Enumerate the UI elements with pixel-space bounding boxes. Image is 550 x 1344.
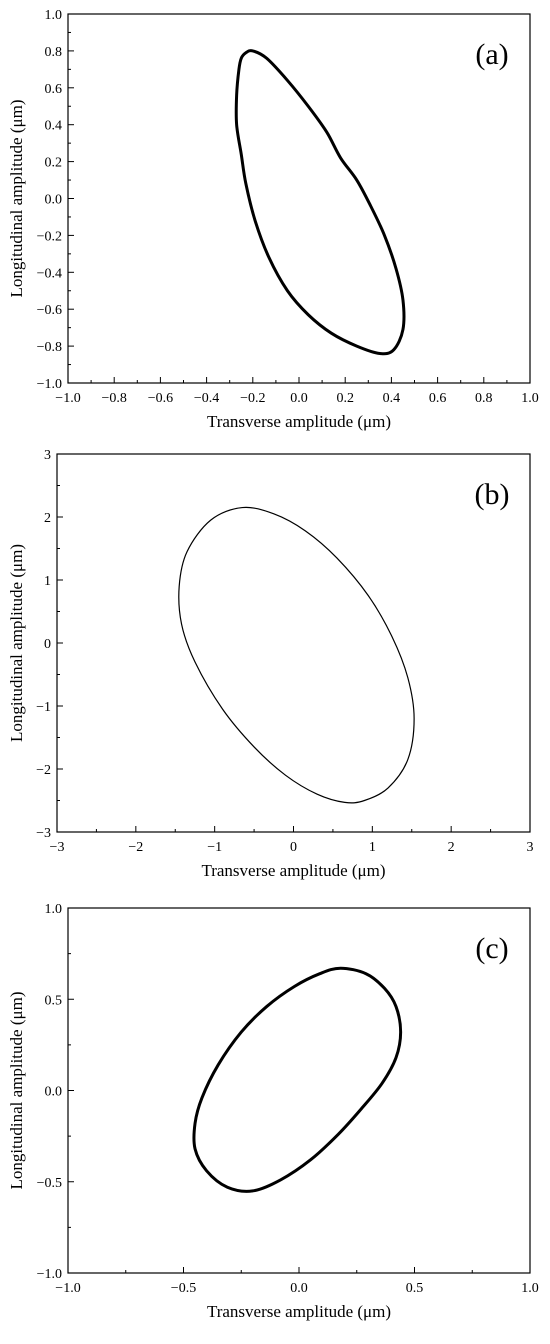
x-tick-label: 0.6 <box>429 391 447 406</box>
y-tick-label: 0.4 <box>45 119 63 134</box>
y-tick-label: 0.2 <box>45 156 63 171</box>
panel-label: (c) <box>475 932 508 965</box>
x-tick-label: 0.5 <box>406 1281 424 1296</box>
chart-panel-a: −1.0 −0.8 −0.6 −0.4 −0.2 0.0 0.2 0.4 0.6 0.8 1.0 −1… <box>0 0 550 440</box>
x-tick-label: −2 <box>128 840 143 855</box>
chart-panel-c: −1.0 −0.5 0.0 0.5 1.0 −1.0 −0.5 0.0 0.5 1.0 Transv… <box>0 898 550 1339</box>
x-tick-label: 0 <box>290 840 297 855</box>
y-tick-label: −1.0 <box>37 377 62 392</box>
x-axis-label: Transverse amplitude (μm) <box>207 412 391 431</box>
y-tick-label: −0.4 <box>37 266 62 281</box>
x-tick-label: 0.8 <box>475 391 493 406</box>
y-tick-label: −3 <box>36 826 51 841</box>
y-tick-label: −0.6 <box>37 303 62 318</box>
y-tick-label: 1.0 <box>45 902 63 917</box>
y-tick-label: 0.0 <box>45 1085 63 1100</box>
y-tick-label: 0.6 <box>45 82 63 97</box>
x-tick-label: −3 <box>50 840 65 855</box>
y-tick-label: −0.8 <box>37 340 62 355</box>
x-tick-label: −1.0 <box>55 391 80 406</box>
y-axis-label: Longitudinal amplitude (μm) <box>7 544 26 742</box>
panel-label: (a) <box>475 38 508 71</box>
y-tick-label: 2 <box>44 511 51 526</box>
orbit-curve <box>178 506 415 804</box>
y-tick-label: 0 <box>44 637 51 652</box>
chart-svg: −1.0 −0.8 −0.6 −0.4 −0.2 0.0 0.2 0.4 0.6 0.8 1.0 −1… <box>7 8 539 431</box>
y-axis-label: Longitudinal amplitude (μm) <box>7 100 26 298</box>
x-tick-label: 1.0 <box>521 1281 539 1296</box>
y-tick-label: −0.2 <box>37 229 62 244</box>
y-tick-label: 0.5 <box>45 993 63 1008</box>
y-tick-label: −1.0 <box>37 1267 62 1282</box>
y-tick-label: 1 <box>44 574 51 589</box>
x-tick-label: 3 <box>527 840 534 855</box>
x-tick-label: 1.0 <box>521 391 539 406</box>
y-axis-label: Longitudinal amplitude (μm) <box>7 992 26 1190</box>
x-tick-label: −0.8 <box>101 391 126 406</box>
chart-svg: −1.0 −0.5 0.0 0.5 1.0 −1.0 −0.5 0.0 0.5 1.0 Transv… <box>7 902 539 1321</box>
plot-frame <box>67 907 531 1274</box>
plot-frame <box>67 13 531 384</box>
y-tick-label: 3 <box>44 448 51 463</box>
orbit-curve <box>234 49 406 356</box>
x-tick-label: 0.4 <box>383 391 401 406</box>
x-tick-label: −0.5 <box>171 1281 196 1296</box>
x-axis-label: Transverse amplitude (μm) <box>207 1302 391 1321</box>
y-tick-label: −2 <box>36 763 51 778</box>
y-tick-label: 1.0 <box>45 8 63 23</box>
x-tick-label: 0.0 <box>290 391 308 406</box>
y-tick-label: 0.8 <box>45 45 63 60</box>
plot-frame <box>56 453 531 833</box>
y-tick-label: −1 <box>36 700 51 715</box>
chart-panel-b: −3 −2 −1 0 1 2 3 −3 −2 −1 0 1 2 3 Transverse amplitude… <box>0 446 550 892</box>
x-axis-label: Transverse amplitude (μm) <box>201 861 385 880</box>
y-tick-label: 0.0 <box>45 193 63 208</box>
panel-label: (b) <box>475 478 510 511</box>
x-tick-label: −0.2 <box>240 391 265 406</box>
orbit-curve <box>192 966 403 1193</box>
x-tick-label: 0.0 <box>290 1281 308 1296</box>
y-tick-label: −0.5 <box>37 1176 62 1191</box>
x-tick-label: 0.2 <box>336 391 354 406</box>
chart-svg: −3 −2 −1 0 1 2 3 −3 −2 −1 0 1 2 3 Transverse amplitude… <box>7 448 534 880</box>
x-tick-label: 1 <box>369 840 376 855</box>
x-tick-label: −1.0 <box>55 1281 80 1296</box>
x-tick-label: −1 <box>207 840 222 855</box>
x-tick-label: −0.4 <box>194 391 219 406</box>
x-tick-label: 2 <box>448 840 455 855</box>
x-tick-label: −0.6 <box>148 391 173 406</box>
